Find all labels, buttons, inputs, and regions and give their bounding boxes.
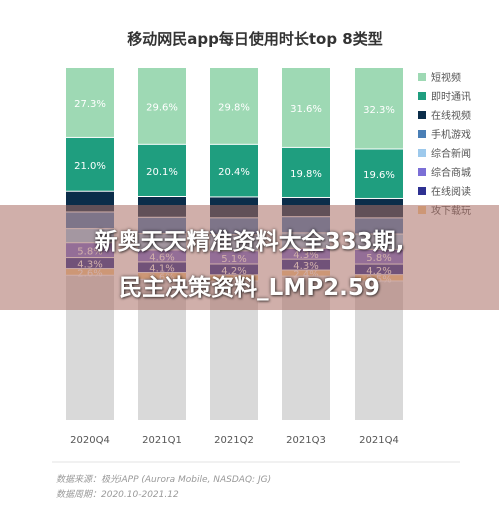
data-label-短视频-2021Q3: 31.6% (290, 104, 322, 115)
x-axis-labels: 2020Q4 2021Q1 2021Q2 2021Q3 2021Q4 (70, 435, 399, 446)
x-tick-label-2021Q3: 2021Q3 (286, 435, 326, 446)
legend-label-综合商城: 综合商城 (431, 166, 471, 179)
data-label-即时通讯-2021Q1: 20.1% (146, 167, 178, 178)
bar-segment-短视频-2021Q1 (138, 68, 186, 144)
bar-segment-即时通讯-2020Q4 (66, 137, 114, 191)
bar-segment-短视频-2021Q2 (210, 68, 258, 144)
legend-label-手机游戏: 手机游戏 (431, 128, 471, 141)
x-tick-label-2021Q2: 2021Q2 (214, 435, 254, 446)
bar-segment-即时通讯-2021Q4 (355, 149, 403, 198)
legend-label-即时通讯: 即时通讯 (431, 91, 471, 103)
bar-segment-短视频-2020Q4 (66, 68, 114, 137)
legend-label-在线视频: 在线视频 (431, 109, 471, 122)
footnote-source: 数据来源：极光iAPP (Aurora Mobile, NASDAQ: JG) (56, 474, 271, 485)
legend-label-在线阅读: 在线阅读 (431, 185, 471, 198)
legend-label-综合新闻: 综合新闻 (431, 147, 471, 160)
bar-segment-短视频-2021Q3 (282, 68, 330, 147)
data-label-短视频-2020Q4: 27.3% (74, 99, 106, 110)
footnote-period: 数据周期：2020.10-2021.12 (56, 489, 179, 500)
bar-segment-即时通讯-2021Q3 (282, 147, 330, 197)
overlay-text-line1: 新奥天天精准资料大全333期, (94, 229, 405, 255)
legend: 短视频即时通讯在线视频手机游戏综合新闻综合商城在线阅读攻下载玩 (418, 71, 471, 217)
x-tick-label-2021Q1: 2021Q1 (142, 435, 182, 446)
legend-label-短视频: 短视频 (431, 71, 461, 84)
data-label-即时通讯-2020Q4: 21.0% (74, 161, 106, 172)
bar-segment-短视频-2021Q4 (355, 68, 403, 149)
data-label-短视频-2021Q2: 29.8% (218, 102, 250, 113)
x-tick-label-2020Q4: 2020Q4 (70, 435, 110, 446)
data-label-短视频-2021Q4: 32.3% (363, 105, 395, 116)
watermark-overlay-band (0, 205, 499, 310)
data-label-即时通讯-2021Q2: 20.4% (218, 167, 250, 178)
legend-swatch-短视频 (418, 73, 426, 81)
legend-swatch-即时通讯 (418, 92, 426, 100)
x-tick-label-2021Q4: 2021Q4 (359, 435, 399, 446)
chart-title: 移动网民app每日使用时长top 8类型 (127, 30, 382, 48)
legend-swatch-在线视频 (418, 111, 426, 119)
data-label-即时通讯-2021Q4: 19.6% (363, 170, 395, 181)
legend-swatch-手机游戏 (418, 130, 426, 138)
legend-swatch-在线阅读 (418, 187, 426, 195)
overlay-text-line2: 民主决策资料_LMP2.59 (119, 275, 380, 301)
bar-segment-即时通讯-2021Q2 (210, 144, 258, 197)
data-label-短视频-2021Q1: 29.6% (146, 102, 178, 113)
data-label-即时通讯-2021Q3: 19.8% (290, 169, 322, 180)
legend-swatch-综合商城 (418, 168, 426, 176)
legend-swatch-综合新闻 (418, 149, 426, 157)
bar-segment-即时通讯-2021Q1 (138, 144, 186, 197)
